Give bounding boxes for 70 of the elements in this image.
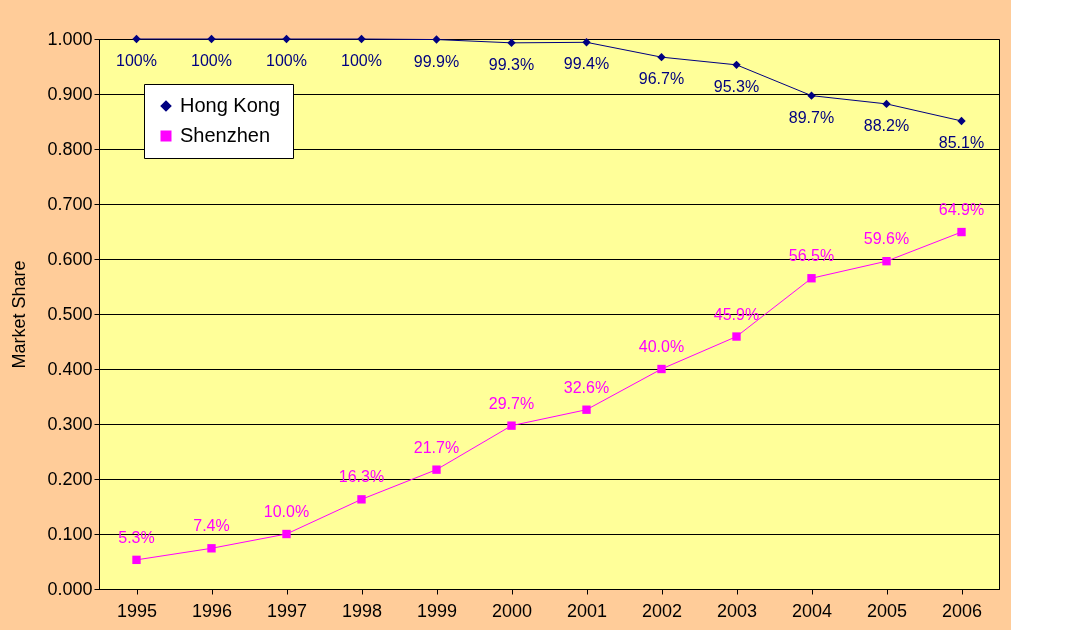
data-label: 99.4%	[563, 55, 610, 73]
y-tick-label: 0.800	[47, 138, 93, 159]
x-tick-label: 2003	[716, 600, 758, 621]
point	[807, 274, 816, 283]
point	[432, 465, 441, 474]
data-label: 95.3%	[713, 77, 760, 95]
x-tick-label: 2004	[791, 600, 833, 621]
data-label: 40.0%	[638, 338, 685, 355]
point	[582, 38, 591, 47]
x-tick-label: 1995	[116, 600, 158, 621]
data-label: 29.7%	[488, 394, 535, 412]
data-label: 7.4%	[193, 517, 230, 535]
x-tick-label: 1997	[266, 600, 308, 621]
data-label: 32.6%	[563, 378, 610, 396]
point	[732, 332, 741, 341]
data-label: 85.1%	[938, 133, 985, 151]
y-tick-label: 0.900	[47, 83, 93, 104]
x-tick-label: 1999	[416, 600, 458, 621]
point	[582, 405, 591, 414]
y-tick-label: 0.500	[47, 303, 93, 324]
point	[357, 495, 366, 504]
y-tick-label: 0.400	[47, 358, 93, 379]
y-tick-label: 0.700	[47, 193, 93, 214]
data-label: 64.9%	[938, 201, 985, 219]
point	[507, 421, 516, 430]
data-label: 59.6%	[863, 230, 910, 248]
x-tick-label: 2006	[941, 600, 983, 621]
point	[282, 34, 291, 44]
point	[132, 34, 141, 44]
point	[207, 34, 216, 44]
x-tick-label: 1996	[191, 600, 233, 621]
point	[507, 38, 516, 48]
data-label: 100%	[266, 52, 307, 69]
point	[357, 34, 366, 44]
y-axis-title: Market Share	[9, 260, 30, 369]
x-tick-label: 2001	[566, 600, 608, 621]
data-label: 89.7%	[788, 108, 835, 126]
point	[957, 227, 966, 237]
data-label: 99.3%	[488, 55, 535, 73]
point	[132, 555, 141, 565]
y-tick-label: 0.000	[47, 578, 93, 599]
x-tick-label: 2002	[641, 600, 683, 621]
point	[207, 544, 216, 553]
data-label: 96.7%	[638, 70, 685, 88]
data-label: 100%	[116, 52, 157, 69]
point	[807, 91, 816, 100]
point	[282, 529, 291, 539]
point	[432, 35, 441, 44]
y-tick-label: 0.200	[47, 468, 93, 489]
x-tick-label: 2005	[866, 600, 908, 621]
point	[732, 60, 741, 70]
y-tick-label: 1.000	[47, 28, 93, 49]
y-tick-label: 0.300	[47, 413, 93, 434]
x-tick-label: 1998	[341, 600, 383, 621]
data-label: 99.9%	[413, 52, 460, 70]
x-tick-label: 2000	[491, 600, 533, 621]
y-tick-label: 0.600	[47, 248, 93, 269]
legend-label: Hong Kong	[180, 94, 281, 116]
point	[882, 257, 891, 266]
data-label: 21.7%	[413, 438, 460, 456]
point	[657, 364, 666, 374]
point	[957, 116, 966, 126]
data-label: 100%	[191, 52, 232, 69]
data-label: 10.0%	[263, 503, 310, 520]
data-label: 88.2%	[863, 116, 910, 134]
legend-label: Shenzhen	[180, 124, 271, 146]
y-tick-label: 0.100	[47, 523, 93, 544]
data-label: 100%	[341, 52, 382, 69]
point	[882, 99, 891, 109]
point	[657, 52, 666, 62]
